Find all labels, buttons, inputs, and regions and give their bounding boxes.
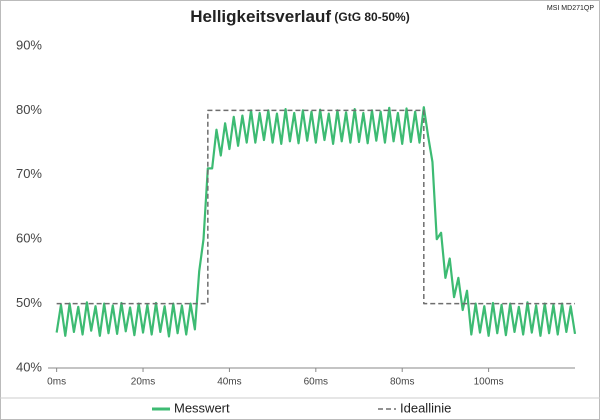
x-tick-label: 60ms [304,377,328,388]
chart-subtitle: (GtG 80-50%) [334,10,409,24]
chart-title-group: Helligkeitsverlauf (GtG 80-50%) [190,7,409,26]
x-tick-label: 100ms [474,377,504,388]
legend-label: Ideallinie [400,400,451,415]
x-tick-label: 0ms [47,377,66,388]
x-tick-label: 80ms [390,377,414,388]
chart-title: Helligkeitsverlauf [190,7,331,26]
y-tick-label: 60% [16,231,42,246]
x-tick-label: 20ms [131,377,155,388]
y-tick-label: 80% [16,102,42,117]
y-tick-label: 70% [16,166,42,181]
y-tick-label: 90% [16,37,42,52]
corner-label: MSI MD271QP [547,5,594,12]
measured-line [55,106,577,338]
legend-label: Messwert [174,400,230,415]
y-tick-label: 50% [16,295,42,310]
x-tick-label: 40ms [217,377,241,388]
y-tick-label: 40% [16,359,42,374]
ideal-line [56,109,575,305]
